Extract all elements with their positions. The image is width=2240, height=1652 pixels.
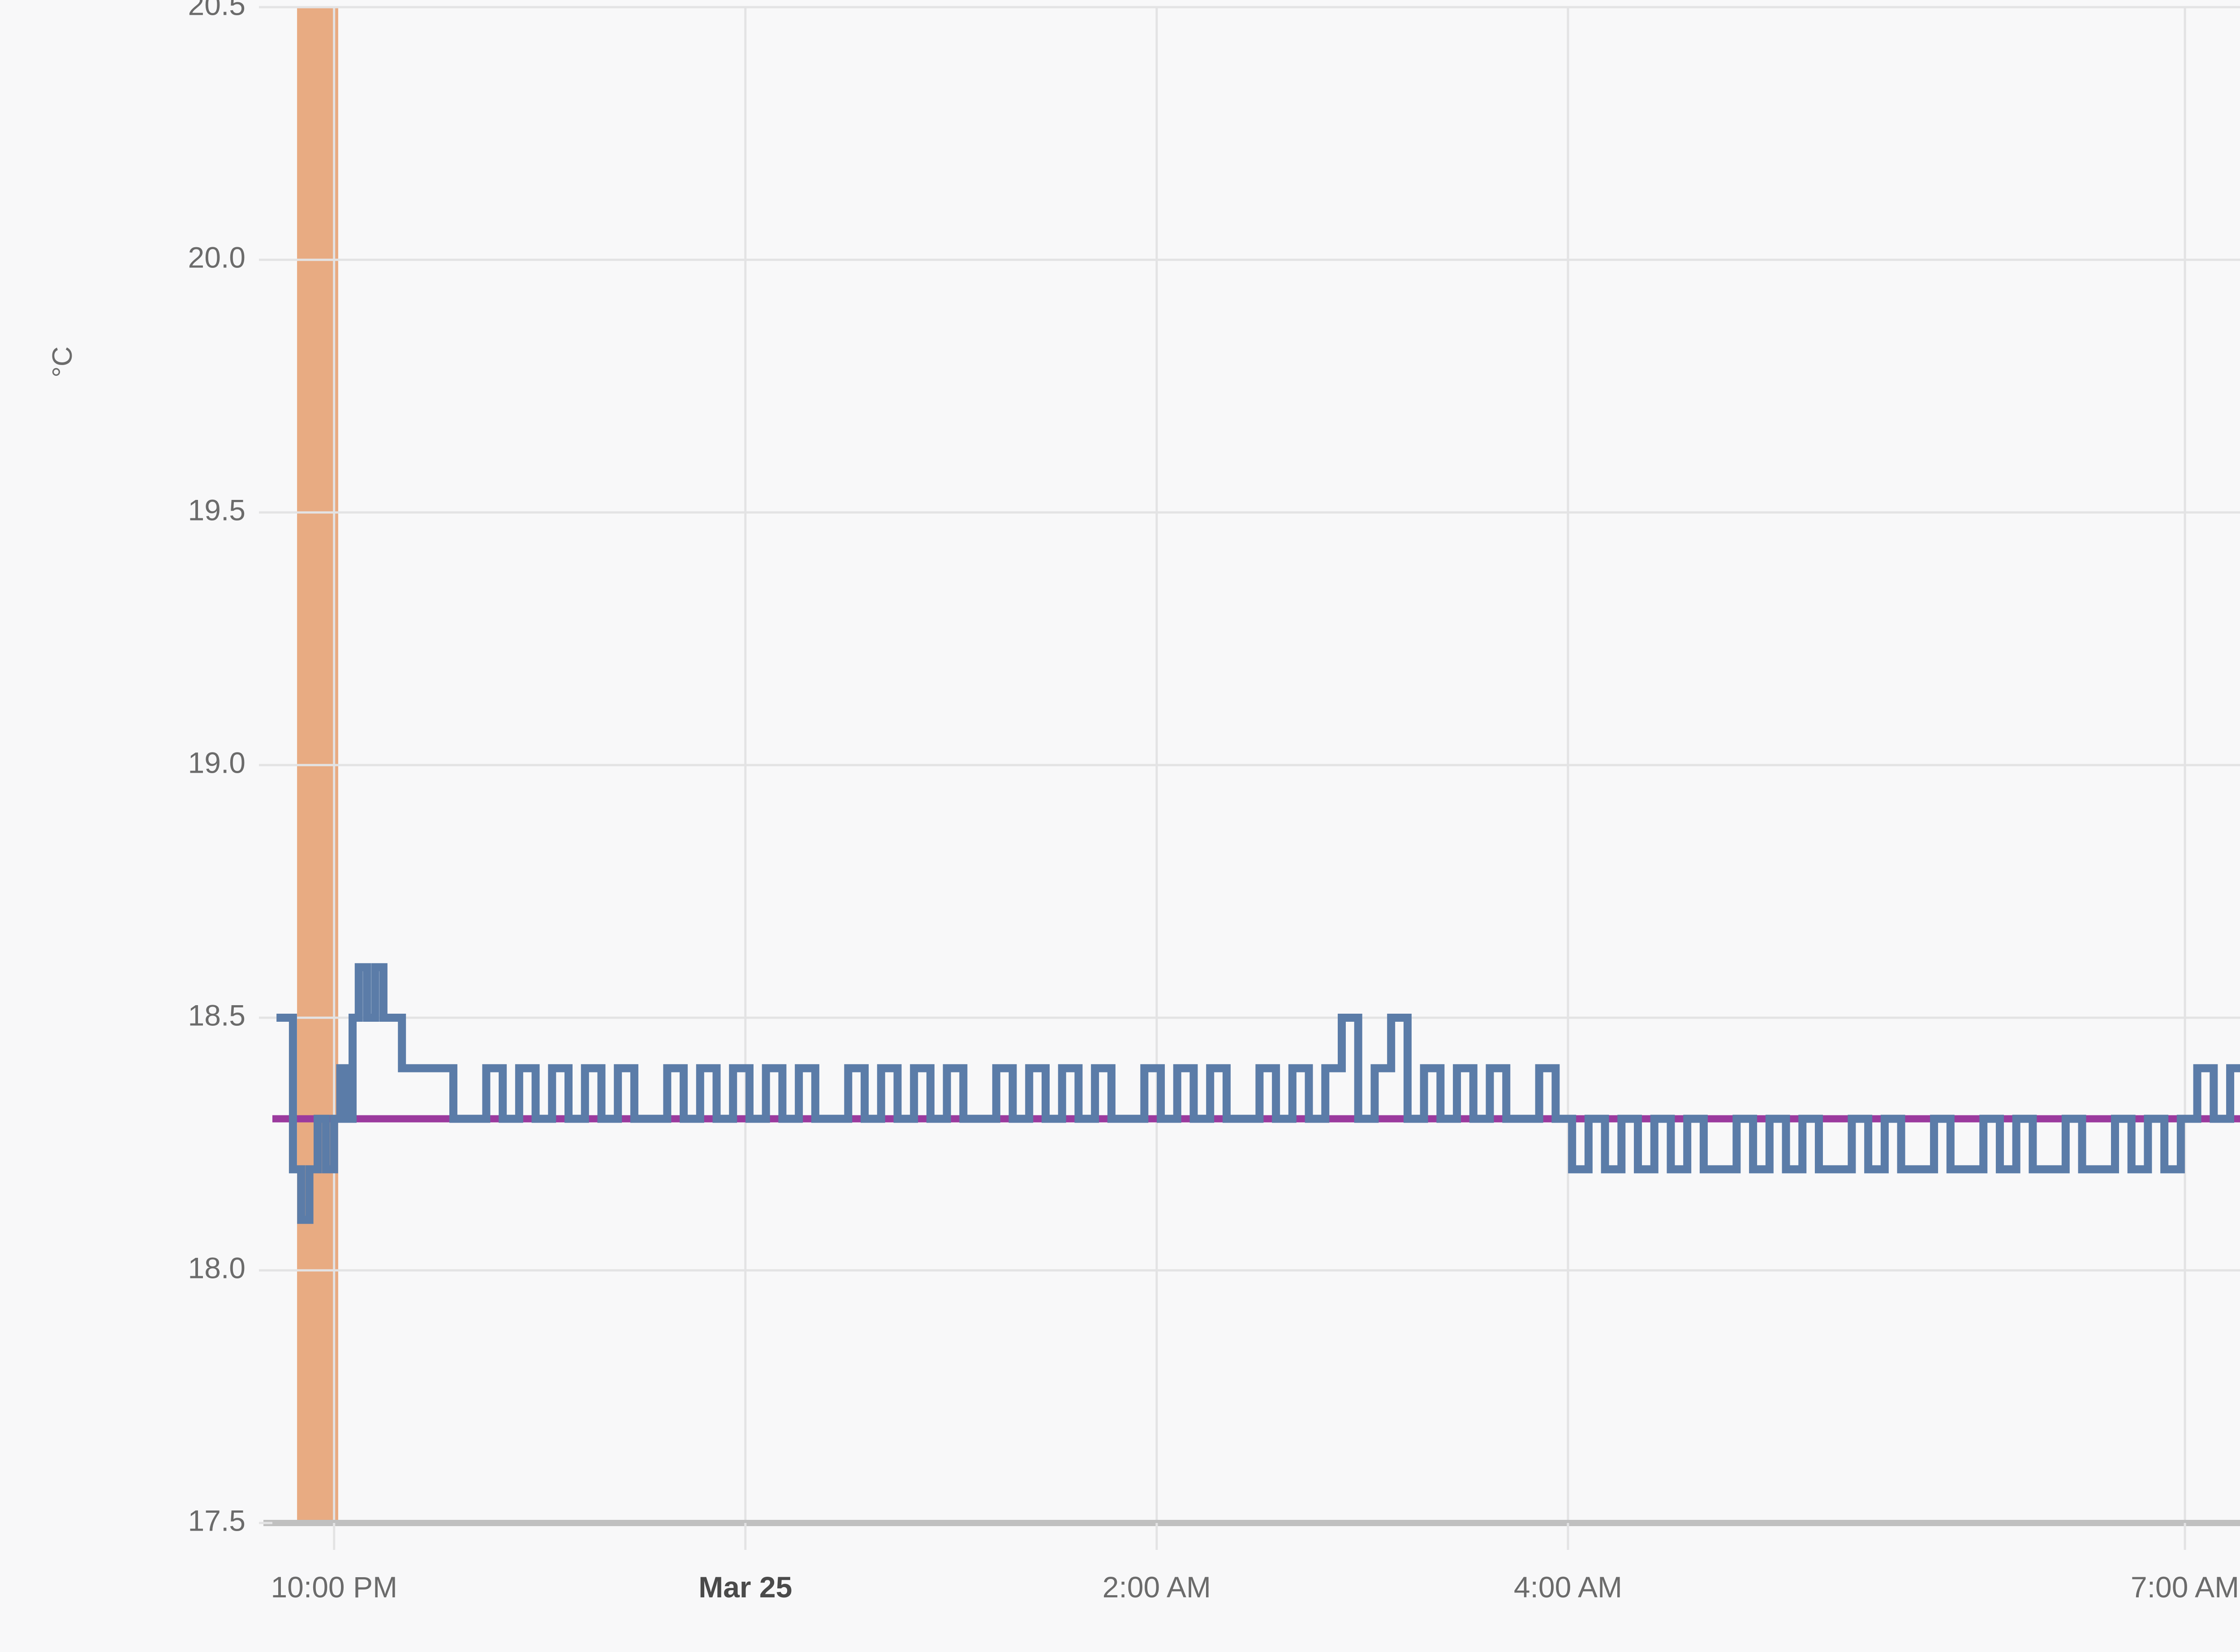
y-axis-title: °C [47,346,78,378]
y-tick-label-2: 18.5 [188,998,246,1032]
y-axis-title-label: °C [47,346,78,378]
data-series [276,963,2240,1224]
y-tick-label-0: 17.5 [188,1504,246,1537]
y-tick-label-6: 20.5 [188,0,246,21]
x-tick-label-1: Mar 25 [698,1570,792,1604]
axis-lines [259,6,2240,1550]
y-tick-label-3: 19.0 [188,746,246,779]
x-tick-label-0: 10:00 PM [271,1570,397,1604]
y-tick-label-4: 19.5 [188,493,246,526]
y-tick-label-1: 18.0 [188,1251,246,1284]
x-tick-label-2: 2:00 AM [1103,1570,1211,1604]
y-tick-label-5: 20.0 [188,241,246,274]
x-tick-label-4: 7:00 AM [2131,1570,2239,1604]
y-tick-labels: 17.5 18.0 18.5 19.0 19.5 20.0 20.5 [188,0,246,1537]
x-tick-label-3: 4:00 AM [1514,1570,1622,1604]
y-gridlines [272,6,2240,1272]
series-line-0 [276,963,2240,1224]
x-gridlines [333,7,2186,1523]
